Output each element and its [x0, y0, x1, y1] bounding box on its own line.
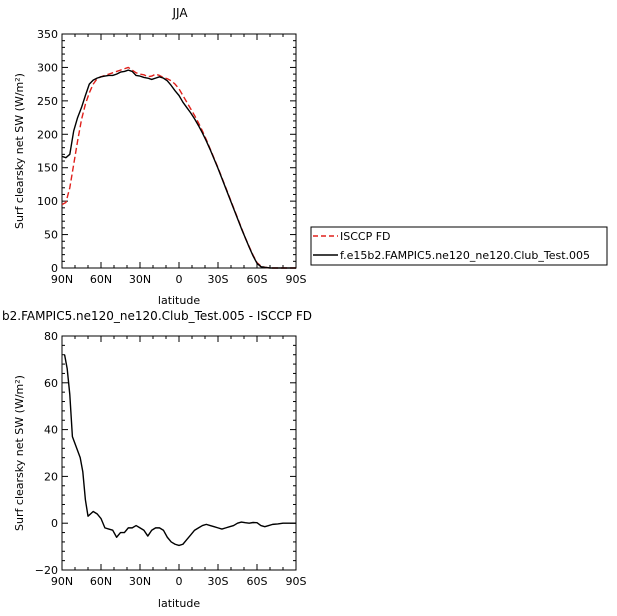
- y-tick-label: 100: [37, 195, 58, 208]
- y-tick-label: 150: [37, 162, 58, 175]
- x-tick-label: 30N: [129, 273, 151, 286]
- top-series: [61, 66, 296, 269]
- y-tick-label: 40: [44, 424, 58, 437]
- x-tick-label: 90S: [286, 273, 307, 286]
- x-tick-label: 90N: [51, 575, 73, 588]
- x-tick-label: 60S: [247, 575, 268, 588]
- y-tick-label: 60: [44, 377, 58, 390]
- x-tick-label: 60N: [90, 273, 112, 286]
- series-line-1-0: [63, 354, 296, 547]
- y-tick-label: 200: [37, 128, 58, 141]
- y-tick-label: 350: [37, 28, 58, 41]
- bottom-x-axis: 90N 60N 30N 0 30S 60S 90S: [51, 336, 307, 588]
- y-tick-label: 300: [37, 61, 58, 74]
- top-plot-frame: [61, 33, 297, 269]
- series-line-0-1: [61, 69, 296, 269]
- top-x-axis-label: latitude: [158, 294, 200, 307]
- y-tick-label: 20: [44, 470, 58, 483]
- top-panel: JJA 0 50 100 150 200 250 300 350 90N 60N 30N 0 30S 6…: [13, 6, 307, 307]
- y-tick-label: 0: [51, 262, 58, 275]
- bottom-series: [63, 354, 296, 547]
- x-tick-label: 0: [176, 575, 183, 588]
- x-tick-label: 90N: [51, 273, 73, 286]
- series-line-0-0: [61, 66, 296, 269]
- x-tick-label: 0: [176, 273, 183, 286]
- bottom-y-axis: −20 0 20 40 60 80: [35, 330, 296, 577]
- x-tick-label: 60N: [90, 575, 112, 588]
- y-tick-label: 80: [44, 330, 58, 343]
- bottom-panel: b2.FAMPIC5.ne120_ne120.Club_Test.005 - I…: [2, 309, 312, 610]
- y-tick-label: 0: [51, 517, 58, 530]
- x-tick-label: 90S: [286, 575, 307, 588]
- top-title: JJA: [171, 6, 188, 20]
- y-tick-label: 50: [44, 229, 58, 242]
- top-y-axis: 0 50 100 150 200 250 300 350: [37, 28, 296, 275]
- bottom-plot-frame: [61, 335, 297, 571]
- x-tick-label: 30S: [208, 575, 229, 588]
- y-tick-label: −20: [35, 564, 58, 577]
- bottom-y-axis-label: Surf clearsky net SW (W/m²): [13, 375, 26, 531]
- top-x-axis: 90N 60N 30N 0 30S 60S 90S: [51, 34, 307, 286]
- top-y-axis-label: Surf clearsky net SW (W/m²): [13, 73, 26, 229]
- legend-box: [310, 226, 608, 266]
- legend-entry-isccp: ISCCP FD: [340, 230, 391, 243]
- x-tick-label: 30S: [208, 273, 229, 286]
- bottom-x-axis-label: latitude: [158, 597, 200, 610]
- x-tick-label: 60S: [247, 273, 268, 286]
- x-tick-label: 30N: [129, 575, 151, 588]
- legend: ISCCP FD f.e15b2.FAMPIC5.ne120_ne120.Clu…: [310, 226, 608, 266]
- bottom-title: b2.FAMPIC5.ne120_ne120.Club_Test.005 - I…: [2, 309, 312, 323]
- legend-entry-model: f.e15b2.FAMPIC5.ne120_ne120.Club_Test.00…: [340, 249, 590, 262]
- y-tick-label: 250: [37, 95, 58, 108]
